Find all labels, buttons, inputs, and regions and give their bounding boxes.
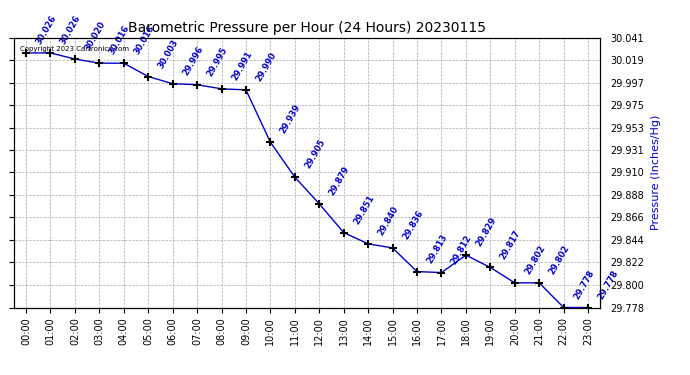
Text: 29.817: 29.817 bbox=[499, 228, 522, 261]
Text: 29.829: 29.829 bbox=[474, 216, 498, 248]
Text: 29.813: 29.813 bbox=[425, 232, 449, 265]
Text: 30.016: 30.016 bbox=[108, 24, 132, 56]
Y-axis label: Pressure (Inches/Hg): Pressure (Inches/Hg) bbox=[651, 115, 661, 230]
Text: 29.812: 29.812 bbox=[450, 233, 474, 266]
Text: 29.991: 29.991 bbox=[230, 50, 254, 82]
Text: Copyright 2023 Cartronics.com: Copyright 2023 Cartronics.com bbox=[19, 46, 128, 52]
Text: 29.879: 29.879 bbox=[328, 165, 351, 197]
Text: 29.836: 29.836 bbox=[401, 209, 425, 241]
Title: Barometric Pressure per Hour (24 Hours) 20230115: Barometric Pressure per Hour (24 Hours) … bbox=[128, 21, 486, 35]
Text: 30.003: 30.003 bbox=[157, 38, 180, 70]
Text: 29.995: 29.995 bbox=[206, 45, 229, 78]
Text: 29.778: 29.778 bbox=[596, 268, 620, 300]
Text: 29.996: 29.996 bbox=[181, 44, 205, 77]
Text: 30.026: 30.026 bbox=[59, 13, 83, 46]
Text: 29.802: 29.802 bbox=[548, 243, 571, 276]
Text: 29.802: 29.802 bbox=[523, 243, 547, 276]
Text: 30.026: 30.026 bbox=[34, 13, 58, 46]
Text: 29.905: 29.905 bbox=[303, 138, 327, 170]
Text: 29.990: 29.990 bbox=[255, 51, 278, 83]
Text: 29.939: 29.939 bbox=[279, 103, 303, 135]
Text: 29.840: 29.840 bbox=[377, 204, 400, 237]
Text: 30.020: 30.020 bbox=[83, 20, 107, 52]
Text: 29.778: 29.778 bbox=[572, 268, 596, 300]
Text: 30.016: 30.016 bbox=[132, 24, 156, 56]
Text: 29.851: 29.851 bbox=[352, 193, 376, 226]
